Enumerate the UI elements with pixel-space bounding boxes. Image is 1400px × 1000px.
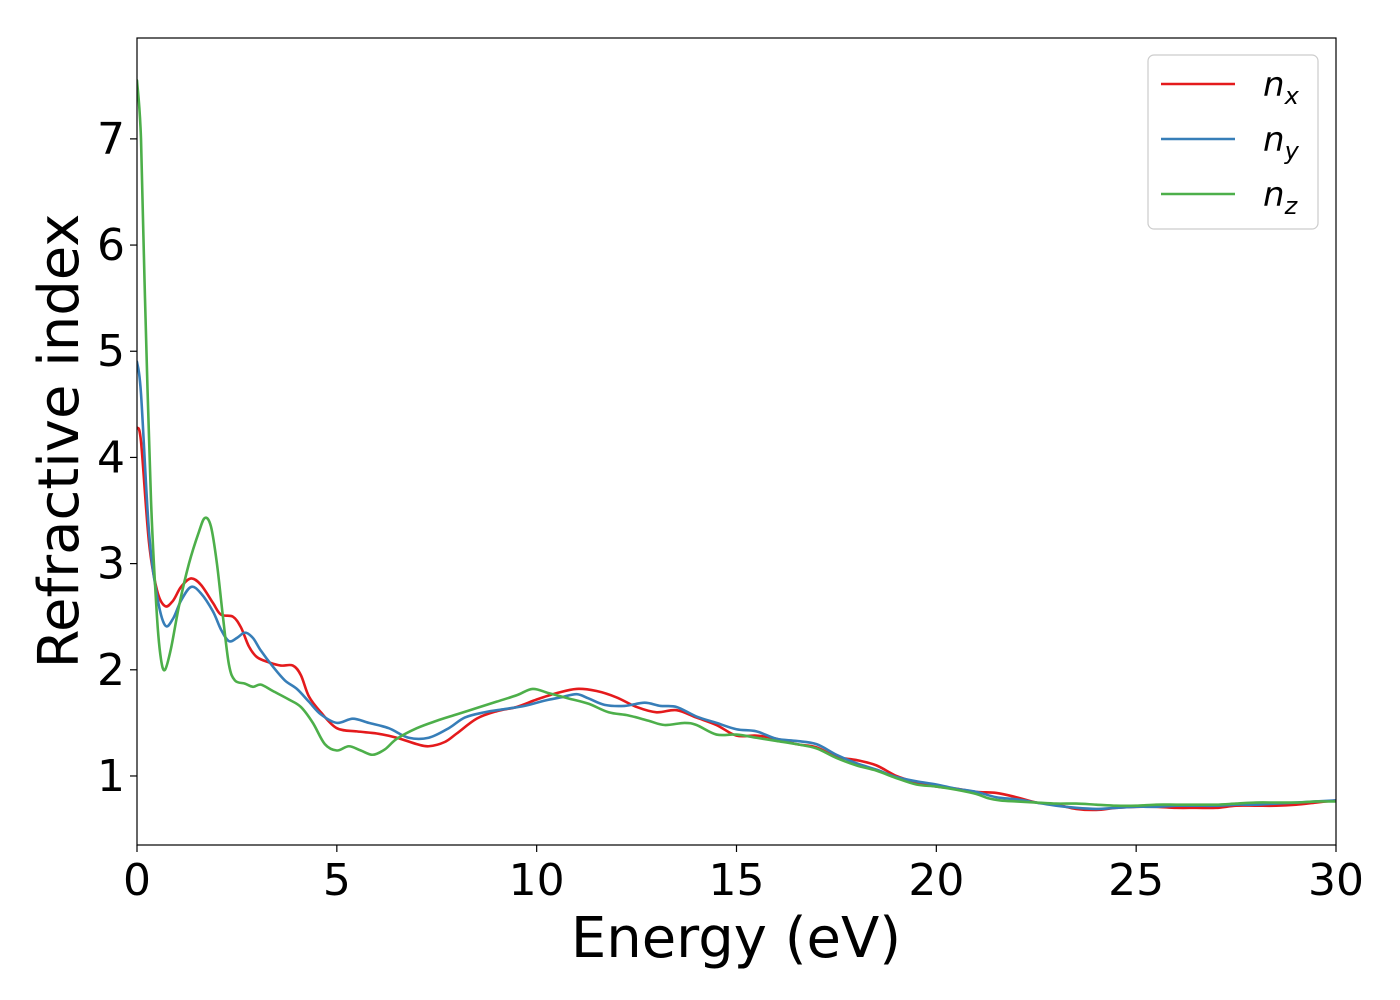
x-tick-label: 0 (123, 855, 151, 906)
legend-label-base: n (1263, 120, 1285, 160)
x-tick-label: 25 (1108, 855, 1164, 906)
x-tick-label: 30 (1308, 855, 1364, 906)
legend-label-subscript: x (1284, 82, 1300, 110)
y-tick-label: 1 (97, 751, 125, 802)
x-axis-label: Energy (eV) (571, 906, 901, 971)
x-tick-label: 10 (509, 855, 565, 906)
series-line-nz (137, 79, 1336, 808)
y-tick-label: 7 (97, 114, 125, 165)
y-axis-label: Refractive index (27, 214, 92, 669)
x-tick-label: 5 (323, 855, 351, 906)
x-axis: 0 5 10 15 20 25 30 (123, 845, 1364, 906)
legend-label-nz: nz (1263, 175, 1299, 220)
y-tick-label: 6 (97, 220, 125, 271)
y-axis: 1 2 3 4 5 6 7 (97, 114, 137, 802)
plot-background (137, 38, 1336, 845)
series-line-ny (137, 360, 1336, 811)
y-tick-label: 3 (97, 539, 125, 590)
legend-label-base: n (1263, 175, 1285, 215)
legend-label-base: n (1263, 65, 1285, 105)
x-tick-label: 20 (908, 855, 964, 906)
legend-label-subscript: y (1284, 137, 1300, 165)
y-tick-label: 4 (97, 432, 125, 483)
legend-box (1147, 54, 1319, 230)
y-tick-label: 5 (97, 326, 125, 377)
legend-label-nx: nx (1263, 65, 1300, 110)
y-tick-label: 2 (97, 645, 125, 696)
x-tick-label: 15 (709, 855, 765, 906)
series-layer (137, 79, 1336, 812)
legend-label-ny: ny (1263, 120, 1300, 165)
legend-label-subscript: z (1284, 192, 1299, 220)
